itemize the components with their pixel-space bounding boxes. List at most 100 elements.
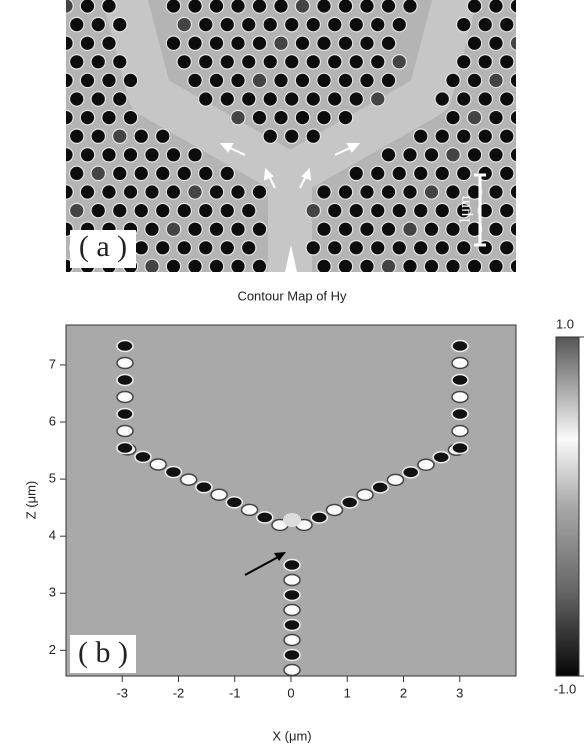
hole	[91, 278, 105, 292]
hole	[360, 222, 374, 236]
hole	[177, 55, 191, 69]
hole	[360, 185, 374, 199]
hole	[242, 92, 256, 106]
hole	[435, 129, 449, 143]
field-lobe	[181, 474, 197, 485]
hole	[435, 92, 449, 106]
hole	[166, 0, 180, 13]
hole	[274, 0, 288, 13]
x-tick-label: 1	[344, 685, 351, 700]
field-lobe	[211, 489, 227, 500]
hole	[510, 36, 524, 50]
hole	[231, 222, 245, 236]
hole	[306, 55, 320, 69]
hole	[209, 36, 223, 50]
hole	[37, 36, 51, 50]
hole	[543, 55, 557, 69]
hole	[338, 185, 352, 199]
x-tick-label: 2	[400, 685, 407, 700]
hole	[177, 17, 191, 31]
hole	[199, 55, 213, 69]
hole	[48, 203, 62, 217]
hole	[338, 222, 352, 236]
hole	[489, 73, 503, 87]
hole	[295, 36, 309, 50]
hole	[381, 259, 395, 273]
contour-map	[66, 325, 516, 676]
hole	[113, 166, 127, 180]
hole	[145, 222, 159, 236]
hole	[209, 259, 223, 273]
hole	[532, 185, 546, 199]
hole	[91, 55, 105, 69]
hole	[328, 92, 342, 106]
hole	[403, 148, 417, 162]
field-lobe	[135, 451, 151, 462]
hole	[317, 0, 331, 13]
hole	[188, 73, 202, 87]
hole	[403, 185, 417, 199]
plot-title: Contour Map of Hy	[237, 288, 347, 303]
field-lobe	[284, 620, 300, 631]
hole	[457, 92, 471, 106]
hole	[102, 0, 116, 13]
y-axis-label: Z (μm)	[23, 481, 38, 520]
x-tick-label: -3	[116, 685, 128, 700]
field-lobe	[165, 467, 181, 478]
hole	[199, 92, 213, 106]
hole	[80, 110, 94, 124]
colorbar-tick-label: 1.0	[556, 316, 574, 331]
hole	[37, 259, 51, 273]
field-lobe	[403, 467, 419, 478]
field-lobe	[418, 459, 434, 470]
hole	[414, 166, 428, 180]
hole	[349, 92, 363, 106]
hole	[156, 203, 170, 217]
hole	[446, 259, 460, 273]
hole	[349, 166, 363, 180]
field-lobe	[387, 474, 403, 485]
hole	[403, 259, 417, 273]
hole	[328, 203, 342, 217]
hole	[80, 36, 94, 50]
hole	[188, 148, 202, 162]
hole	[317, 73, 331, 87]
hole	[231, 185, 245, 199]
hole	[220, 278, 234, 292]
hole	[306, 92, 320, 106]
field-lobe	[283, 513, 301, 527]
hole	[489, 0, 503, 13]
hole	[274, 36, 288, 50]
hole	[242, 17, 256, 31]
hole	[48, 17, 62, 31]
hole	[414, 203, 428, 217]
field-lobe	[117, 375, 133, 386]
hole	[457, 55, 471, 69]
hole	[48, 92, 62, 106]
hole	[457, 129, 471, 143]
hole	[392, 241, 406, 255]
hole	[510, 0, 524, 13]
hole	[199, 241, 213, 255]
hole	[328, 17, 342, 31]
hole	[220, 166, 234, 180]
hole	[199, 203, 213, 217]
hole	[242, 55, 256, 69]
hole	[500, 241, 514, 255]
hole	[360, 0, 374, 13]
hole	[220, 17, 234, 31]
hole	[521, 166, 535, 180]
hole	[70, 203, 84, 217]
hole	[328, 241, 342, 255]
field-lobe	[452, 375, 468, 386]
panel-label: ( a )	[79, 230, 127, 263]
field-lobe	[242, 504, 258, 515]
hole	[414, 278, 428, 292]
hole	[500, 129, 514, 143]
hole	[403, 222, 417, 236]
hole	[70, 55, 84, 69]
hole	[209, 222, 223, 236]
hole	[48, 278, 62, 292]
hole	[510, 185, 524, 199]
hole	[177, 241, 191, 255]
